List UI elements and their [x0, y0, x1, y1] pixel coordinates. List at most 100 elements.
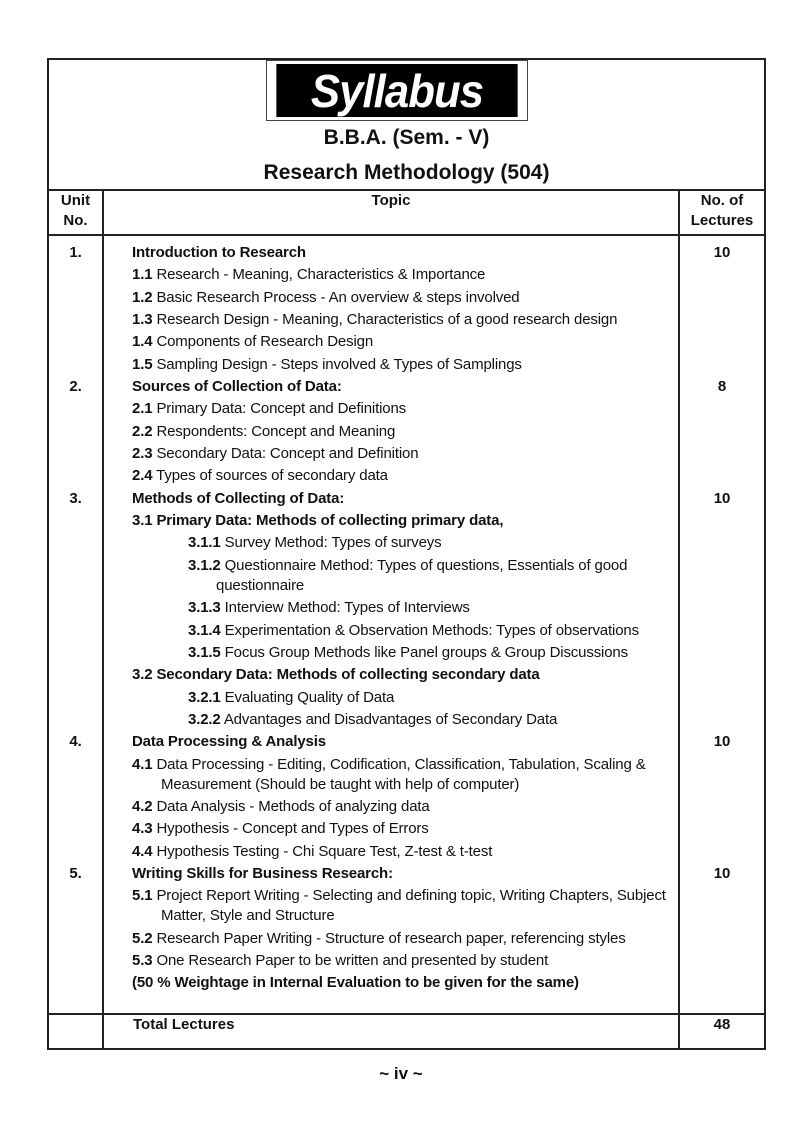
total-lectures-label: Total Lectures — [133, 1016, 235, 1033]
topic-text-wrap: 3.1.3 Interview Method: Types of Intervi… — [188, 598, 690, 618]
topic-text-wrap: Sources of Collection of Data: — [132, 377, 662, 397]
topic-number: 4.1 — [132, 755, 153, 773]
topic-text: Basic Research Process - An overview & s… — [156, 288, 520, 306]
topic-item: 1.1 Research - Meaning, Characteristics … — [48, 265, 765, 287]
topic-text-wrap: 5.2 Research Paper Writing - Structure o… — [132, 929, 691, 949]
header-top-rule — [48, 189, 766, 191]
total-rule — [48, 1013, 766, 1015]
topic-text: Primary Data: Concept and Definitions — [156, 400, 407, 418]
topic-item: 2.4 Types of sources of secondary data — [48, 466, 765, 488]
topic-item: 5.1 Project Report Writing - Selecting a… — [48, 886, 765, 928]
topic-text-wrap: 1.3 Research Design - Meaning, Character… — [132, 310, 691, 330]
topic-text-wrap: 4.4 Hypothesis Testing - Chi Square Test… — [132, 842, 691, 862]
page-number: ~ iv ~ — [379, 1064, 423, 1083]
topic-item: 3.1.4 Experimentation & Observation Meth… — [48, 621, 765, 643]
topic-number: 1.2 — [132, 288, 153, 306]
topic-number: 2.4 — [132, 467, 153, 485]
topic-number: 3.2.1 — [188, 688, 221, 706]
topic-text-wrap: 5.1 Project Report Writing - Selecting a… — [132, 886, 691, 926]
topic-text: Sources of Collection of Data: — [132, 378, 342, 396]
lecture-count: 10 — [713, 733, 731, 751]
topic-text-wrap: (50 % Weightage in Internal Evaluation t… — [132, 973, 662, 993]
syllabus-body: 1. 10 Introduction to Research 1.1 Research… — [48, 243, 765, 996]
topic-text: Types of sources of secondary data — [156, 467, 388, 485]
header-lectures-line1: No. of — [700, 192, 744, 209]
topic-text-wrap: 1.2 Basic Research Process - An overview… — [132, 288, 691, 308]
topic-text: Research Design - Meaning, Characteristi… — [156, 311, 618, 329]
topic-number: 3.1.1 — [188, 534, 221, 552]
header-lectures-line2: Lectures — [690, 212, 754, 229]
topic-text: Focus Group Methods like Panel groups & … — [224, 643, 628, 661]
topic-text-wrap: 5.3 One Research Paper to be written and… — [132, 951, 691, 971]
topic-item: 1.3 Research Design - Meaning, Character… — [48, 310, 765, 332]
topic-item: (50 % Weightage in Internal Evaluation t… — [48, 973, 765, 995]
topic-item: 1.5 Sampling Design - Steps involved & T… — [48, 355, 765, 377]
topic-item: 1.2 Basic Research Process - An overview… — [48, 288, 765, 310]
topic-text: Research - Meaning, Characteristics & Im… — [156, 266, 486, 284]
unit-number: 5. — [69, 864, 82, 882]
course-title: B.B.A. (Sem. - V) — [323, 126, 490, 149]
column-divider-lectures — [678, 189, 680, 1050]
topic-text-wrap: 2.3 Secondary Data: Concept and Definiti… — [132, 444, 691, 464]
topic-number: 3.1.5 — [188, 643, 221, 661]
topic-number: 5.1 — [132, 887, 153, 905]
lecture-count: 10 — [713, 244, 731, 261]
topic-text: One Research Paper to be written and pre… — [156, 951, 549, 969]
table-border-bottom — [48, 1048, 766, 1050]
header-unit-line1: Unit — [60, 192, 91, 209]
unit-number: 3. — [69, 489, 82, 507]
topic-text-wrap: 1.4 Components of Research Design — [132, 332, 691, 352]
table-border-left — [47, 58, 49, 1050]
topic-text: Survey Method: Types of surveys — [224, 534, 442, 552]
topic-text: Respondents: Concept and Meaning — [156, 422, 396, 440]
header-bottom-rule — [48, 234, 766, 236]
topic-text: Writing Skills for Business Research: — [132, 864, 393, 882]
topic-number: 3.2.2 — [188, 710, 221, 728]
topic-number: 4.4 — [132, 842, 153, 860]
topic-item: 3.2 Secondary Data: Methods of collectin… — [48, 665, 765, 687]
topic-text: Project Report Writing - Selecting and d… — [156, 887, 666, 925]
topic-text: Experimentation & Observation Methods: T… — [224, 621, 639, 639]
topic-text: Secondary Data: Concept and Definition — [156, 445, 419, 463]
unit-row: 2. 8 Sources of Collection of Data: — [48, 377, 765, 399]
topic-text: Hypothesis Testing - Chi Square Test, Z-… — [156, 842, 493, 860]
topic-text-wrap: 2.1 Primary Data: Concept and Definition… — [132, 399, 691, 419]
topic-text-wrap: Introduction to Research — [132, 243, 662, 263]
topic-number: 4.3 — [132, 820, 153, 838]
table-border-top — [48, 58, 766, 60]
topic-number: 1.4 — [132, 333, 153, 351]
topic-item: 4.2 Data Analysis - Methods of analyzing… — [48, 797, 765, 819]
topic-item: 3.1.2 Questionnaire Method: Types of que… — [48, 556, 765, 598]
table-border-right — [764, 58, 766, 1050]
topic-text-wrap: 3.2.2 Advantages and Disadvantages of Se… — [188, 710, 690, 730]
total-lectures-value: 48 — [713, 1016, 731, 1033]
topic-number: 2.2 — [132, 422, 153, 440]
lecture-count: 8 — [717, 378, 727, 396]
topic-item: 2.3 Secondary Data: Concept and Definiti… — [48, 444, 765, 466]
topic-item: 3.1.5 Focus Group Methods like Panel gro… — [48, 643, 765, 665]
topic-text-wrap: 3.1.1 Survey Method: Types of surveys — [188, 533, 690, 553]
topic-text-wrap: 3.2.1 Evaluating Quality of Data — [188, 688, 690, 708]
topic-text: Advantages and Disadvantages of Secondar… — [223, 710, 558, 728]
topic-text-wrap: Writing Skills for Business Research: — [132, 864, 662, 884]
topic-item: 2.1 Primary Data: Concept and Definition… — [48, 399, 765, 421]
topic-item: 3.1.3 Interview Method: Types of Intervi… — [48, 598, 765, 620]
topic-text: Questionnaire Method: Types of questions… — [216, 556, 628, 594]
topic-item: 5.3 One Research Paper to be written and… — [48, 951, 765, 973]
topic-text-wrap: 3.1.4 Experimentation & Observation Meth… — [188, 621, 690, 641]
lecture-count: 10 — [713, 864, 731, 882]
topic-text: (50 % Weightage in Internal Evaluation t… — [132, 974, 579, 992]
topic-text-wrap: 2.4 Types of sources of secondary data — [132, 466, 691, 486]
topic-item: 5.2 Research Paper Writing - Structure o… — [48, 929, 765, 951]
topic-text-wrap: 4.3 Hypothesis - Concept and Types of Er… — [132, 819, 691, 839]
topic-text: Hypothesis - Concept and Types of Errors — [156, 820, 429, 838]
topic-number: 1.5 — [132, 355, 153, 373]
topic-text: Data Processing - Editing, Codification,… — [156, 755, 646, 793]
header-unit-no: Unit No. — [48, 191, 103, 231]
topic-item: 3.1 Primary Data: Methods of collecting … — [48, 511, 765, 533]
topic-number: 3.2 — [132, 666, 153, 684]
lecture-count: 10 — [713, 489, 731, 507]
topic-text: Methods of Collecting of Data: — [132, 489, 345, 507]
subject-title: Research Methodology (504) — [263, 161, 550, 184]
syllabus-logo-text: Syllabus — [276, 64, 518, 117]
